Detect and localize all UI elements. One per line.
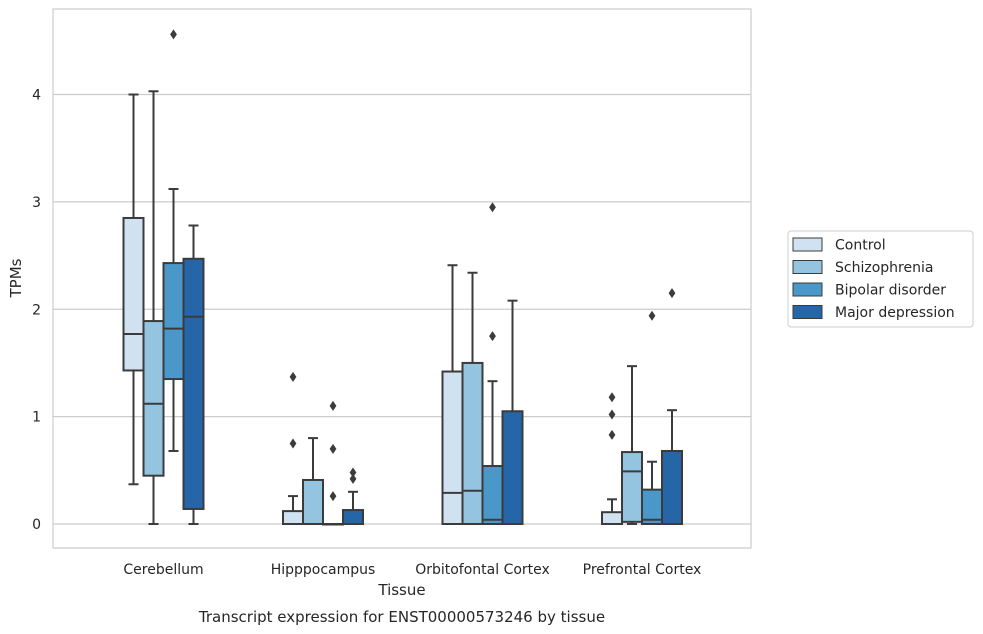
- box-1-2: [461, 271, 484, 525]
- legend: Control Schizophrenia Bipolar disorder Majo…: [787, 230, 974, 328]
- box-layer: [122, 29, 683, 526]
- y-tick-labels: 0 1 2 3 4: [32, 88, 41, 534]
- x-tick-label-0: Cerebellum: [123, 562, 203, 578]
- box-body: [501, 410, 524, 526]
- box-3-2: [501, 299, 524, 526]
- box-body: [441, 370, 464, 525]
- outlier-point: [648, 310, 656, 321]
- box-body: [282, 510, 304, 525]
- box-1-0: [142, 90, 165, 525]
- outlier-point: [170, 29, 177, 40]
- outlier-point: [668, 288, 676, 299]
- box-2-3: [641, 310, 663, 526]
- legend-label-0: Control: [835, 238, 886, 254]
- box-3-1: [342, 467, 364, 526]
- outlier-point: [289, 371, 297, 382]
- outlier-point: [608, 392, 616, 403]
- outlier-point: [329, 443, 337, 454]
- box-1-1: [302, 437, 324, 526]
- y-tick-label-1: 1: [32, 410, 41, 426]
- box-3-3: [661, 288, 683, 525]
- legend-frame: [787, 230, 974, 328]
- legend-swatch-2: [792, 282, 823, 297]
- box-body: [461, 361, 484, 525]
- x-axis-label: Tissue: [377, 581, 425, 599]
- plot-frame: [52, 8, 752, 549]
- y-tick-label-0: 0: [32, 517, 41, 533]
- chart-caption: Transcript expression for ENST0000057324…: [198, 608, 605, 626]
- box-3-0: [182, 224, 205, 525]
- box-body: [162, 262, 185, 381]
- outlier-point: [329, 400, 337, 411]
- legend-label-3: Major depression: [835, 305, 955, 321]
- y-tick-label-4: 4: [32, 88, 41, 104]
- box-body: [661, 449, 683, 525]
- box-0-1: [282, 371, 304, 525]
- outlier-point: [489, 331, 496, 342]
- legend-swatch-1: [792, 260, 823, 274]
- box-0-3: [601, 392, 623, 525]
- outlier-point: [608, 409, 616, 420]
- box-2-0: [162, 29, 185, 452]
- x-tick-labels: Cerebellum Hipppocampus Orbitofontal Corte…: [123, 562, 701, 578]
- outlier-point: [289, 438, 297, 449]
- legend-swatch-3: [792, 305, 823, 319]
- x-tick-label-1: Hipppocampus: [271, 562, 376, 578]
- legend-swatch-0: [792, 237, 823, 252]
- legend-label-1: Schizophrenia: [835, 260, 933, 276]
- y-tick-label-3: 3: [32, 195, 41, 211]
- x-tick-label-3: Prefrontal Cortex: [583, 562, 702, 578]
- box-0-0: [122, 93, 145, 486]
- y-tick-label-2: 2: [32, 302, 41, 318]
- box-body: [302, 478, 324, 526]
- outlier-point: [349, 467, 357, 478]
- outlier-point: [349, 473, 357, 484]
- outlier-point: [608, 429, 616, 440]
- box-body: [601, 511, 623, 525]
- box-body: [342, 509, 364, 526]
- box-body: [182, 257, 205, 510]
- legend-label-2: Bipolar disorder: [835, 283, 946, 299]
- x-tick-label-2: Orbitofontal Cortex: [415, 562, 550, 578]
- box-body: [481, 465, 504, 525]
- box-body: [142, 320, 165, 477]
- box-body: [122, 216, 145, 372]
- box-body: [621, 451, 643, 523]
- box-1-3: [621, 365, 643, 525]
- y-axis-label: TPMs: [7, 258, 25, 298]
- outlier-point: [329, 491, 337, 502]
- outlier-point: [489, 202, 496, 213]
